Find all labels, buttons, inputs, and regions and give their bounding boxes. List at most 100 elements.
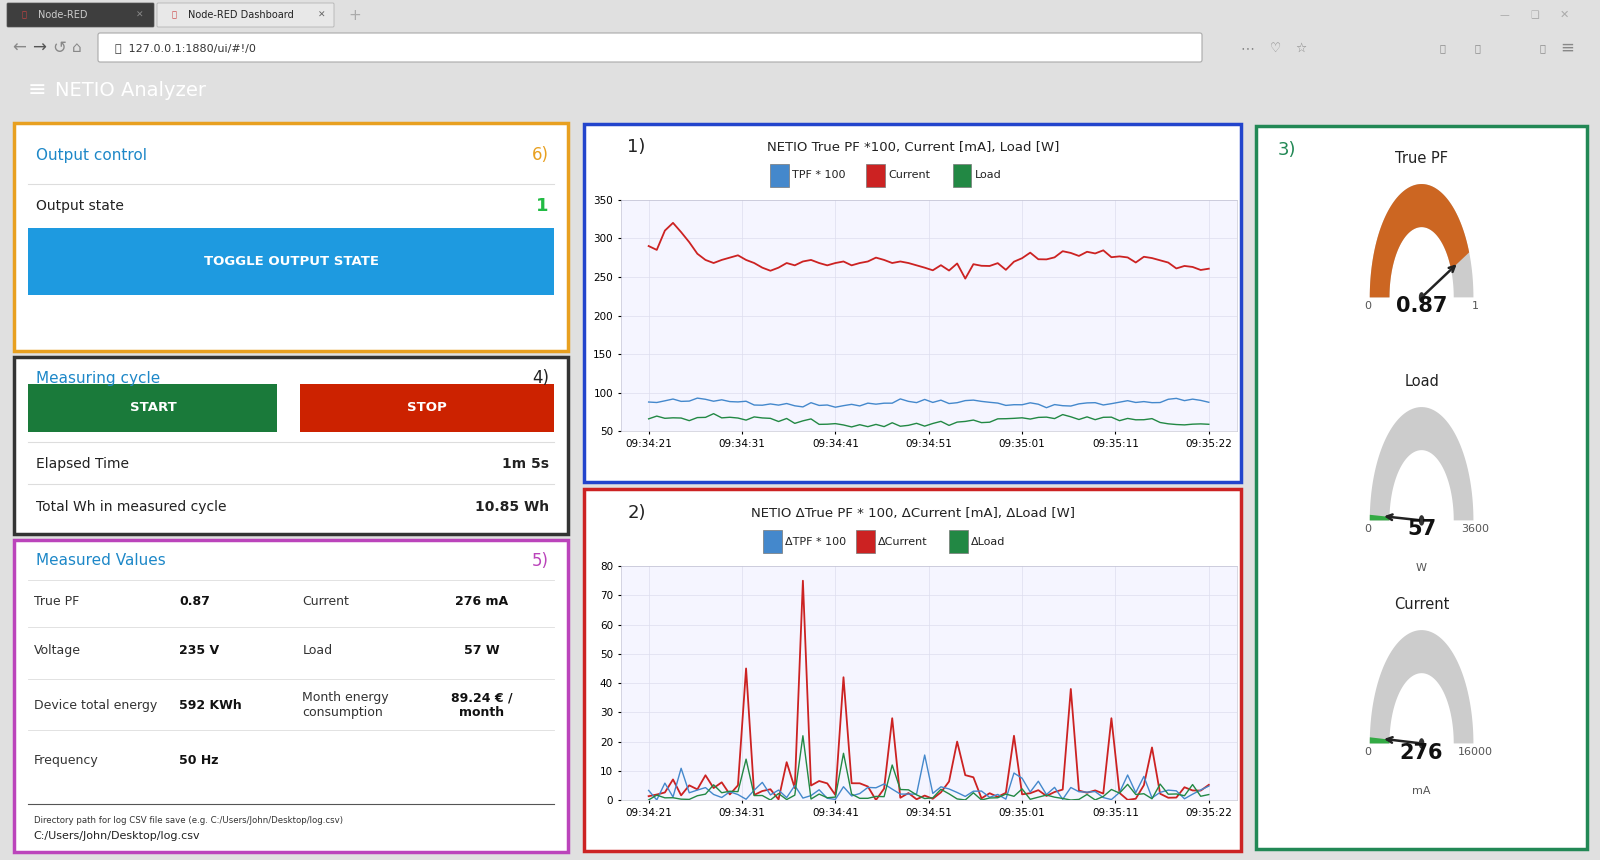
Text: 4): 4) xyxy=(531,369,549,387)
Text: 1: 1 xyxy=(1472,301,1478,311)
Polygon shape xyxy=(1370,630,1474,743)
Text: Current: Current xyxy=(888,170,930,181)
Text: ⬛: ⬛ xyxy=(1440,43,1446,53)
Polygon shape xyxy=(1370,515,1389,520)
Text: Total Wh in measured cycle: Total Wh in measured cycle xyxy=(37,501,227,514)
FancyBboxPatch shape xyxy=(584,124,1242,482)
Text: 🔴: 🔴 xyxy=(22,10,27,20)
Polygon shape xyxy=(1370,184,1469,298)
Text: Frequency: Frequency xyxy=(34,754,98,767)
FancyBboxPatch shape xyxy=(770,163,789,187)
Text: Node-RED Dashboard: Node-RED Dashboard xyxy=(189,10,294,20)
Text: STOP: STOP xyxy=(408,402,446,415)
Text: Load: Load xyxy=(1405,374,1438,389)
Polygon shape xyxy=(1370,184,1474,298)
Text: 16000: 16000 xyxy=(1458,747,1493,757)
Polygon shape xyxy=(1370,407,1474,520)
Text: +: + xyxy=(349,8,360,22)
FancyBboxPatch shape xyxy=(763,530,782,553)
Text: 1m 5s: 1m 5s xyxy=(502,458,549,471)
Text: 0: 0 xyxy=(1365,301,1371,311)
Text: NETIO Analyzer: NETIO Analyzer xyxy=(54,81,206,100)
FancyBboxPatch shape xyxy=(949,530,968,553)
FancyBboxPatch shape xyxy=(29,384,277,432)
Text: ✕: ✕ xyxy=(318,10,326,20)
FancyBboxPatch shape xyxy=(14,123,568,351)
FancyBboxPatch shape xyxy=(1256,126,1587,850)
Text: ΔCurrent: ΔCurrent xyxy=(878,537,928,547)
Text: Load: Load xyxy=(302,644,333,657)
FancyBboxPatch shape xyxy=(14,540,568,851)
FancyBboxPatch shape xyxy=(856,530,875,553)
Text: 276: 276 xyxy=(1400,742,1443,763)
Text: 6): 6) xyxy=(531,146,549,164)
Text: 50 Hz: 50 Hz xyxy=(179,754,219,767)
Text: ✕: ✕ xyxy=(136,10,144,20)
Text: ⬛: ⬛ xyxy=(1539,43,1546,53)
Text: ♡: ♡ xyxy=(1270,41,1282,54)
Text: C:/Users/John/Desktop/log.csv: C:/Users/John/Desktop/log.csv xyxy=(34,831,200,841)
Text: Device total energy: Device total energy xyxy=(34,699,157,712)
Text: Current: Current xyxy=(302,595,349,608)
Text: ☆: ☆ xyxy=(1294,41,1306,54)
Text: ❑: ❑ xyxy=(1530,10,1539,20)
Text: Voltage: Voltage xyxy=(34,644,80,657)
Text: ⋯: ⋯ xyxy=(1240,41,1254,55)
Text: Directory path for log CSV file save (e.g. C:/Users/John/Desktop/log.csv): Directory path for log CSV file save (e.… xyxy=(34,815,342,825)
Text: ✕: ✕ xyxy=(1560,10,1570,20)
Text: 5): 5) xyxy=(531,552,549,569)
Text: ⌂: ⌂ xyxy=(72,40,82,56)
Text: W: W xyxy=(1416,563,1427,573)
Circle shape xyxy=(1419,739,1424,748)
Text: ΔLoad: ΔLoad xyxy=(971,537,1006,547)
Text: 1): 1) xyxy=(627,138,646,157)
FancyBboxPatch shape xyxy=(584,489,1242,851)
Text: True PF: True PF xyxy=(1395,150,1448,166)
FancyBboxPatch shape xyxy=(866,163,885,187)
FancyBboxPatch shape xyxy=(952,163,971,187)
Text: Output control: Output control xyxy=(37,148,147,163)
Text: 57 W: 57 W xyxy=(464,644,499,657)
Text: Measured Values: Measured Values xyxy=(37,553,166,568)
Text: ⓘ  127.0.0.1:1880/ui/#!/0: ⓘ 127.0.0.1:1880/ui/#!/0 xyxy=(115,43,256,53)
Text: Month energy
consumption: Month energy consumption xyxy=(302,691,389,719)
Text: ≡: ≡ xyxy=(29,80,46,100)
Text: NETIO True PF *100, Current [mA], Load [W]: NETIO True PF *100, Current [mA], Load [… xyxy=(766,141,1059,154)
Text: 10.85 Wh: 10.85 Wh xyxy=(475,501,549,514)
Text: 89.24 € /
month: 89.24 € / month xyxy=(451,691,512,719)
Text: →: → xyxy=(32,39,46,57)
Text: 0: 0 xyxy=(1365,524,1371,534)
Text: Current: Current xyxy=(1394,597,1450,611)
Text: Elapsed Time: Elapsed Time xyxy=(37,458,130,471)
Text: Load: Load xyxy=(974,170,1002,181)
Text: START: START xyxy=(130,402,176,415)
Text: 276 mA: 276 mA xyxy=(454,595,509,608)
FancyBboxPatch shape xyxy=(157,3,334,27)
Text: True PF: True PF xyxy=(34,595,78,608)
Text: 1: 1 xyxy=(536,197,549,215)
Circle shape xyxy=(1419,516,1424,525)
FancyBboxPatch shape xyxy=(299,384,554,432)
Text: Node-RED: Node-RED xyxy=(38,10,88,20)
Text: 3600: 3600 xyxy=(1461,524,1490,534)
Text: 0.87: 0.87 xyxy=(1395,297,1448,316)
Text: NETIO ΔTrue PF * 100, ΔCurrent [mA], ΔLoad [W]: NETIO ΔTrue PF * 100, ΔCurrent [mA], ΔLo… xyxy=(750,507,1075,519)
Text: 🔴: 🔴 xyxy=(173,10,178,20)
Text: ⬛: ⬛ xyxy=(1475,43,1482,53)
Text: ↺: ↺ xyxy=(51,39,66,57)
Text: —: — xyxy=(1501,10,1510,20)
Text: TPF * 100: TPF * 100 xyxy=(792,170,845,181)
Text: 2): 2) xyxy=(627,504,646,522)
Text: 0.87: 0.87 xyxy=(179,595,210,608)
Text: 0: 0 xyxy=(1365,747,1371,757)
Text: TOGGLE OUTPUT STATE: TOGGLE OUTPUT STATE xyxy=(203,255,379,267)
Text: ≡: ≡ xyxy=(1560,39,1574,57)
FancyBboxPatch shape xyxy=(6,3,154,27)
FancyBboxPatch shape xyxy=(98,33,1202,62)
Text: 57: 57 xyxy=(1406,519,1437,539)
Text: ←: ← xyxy=(13,39,26,57)
Circle shape xyxy=(1419,293,1424,302)
FancyBboxPatch shape xyxy=(14,357,568,534)
Text: mA: mA xyxy=(1413,786,1430,796)
Text: Measuring cycle: Measuring cycle xyxy=(37,371,160,386)
